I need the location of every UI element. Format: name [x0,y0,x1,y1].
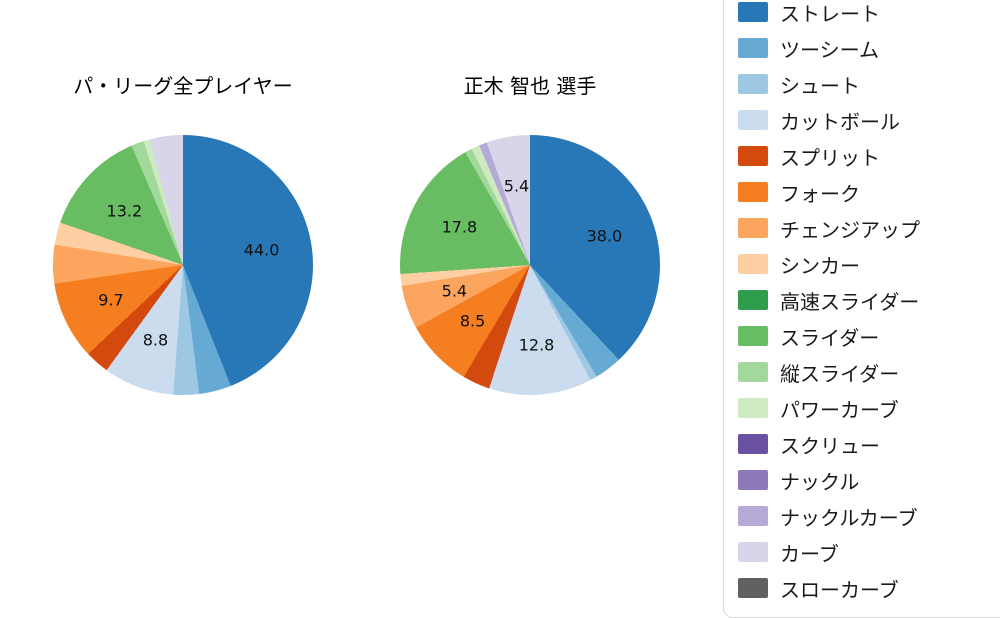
legend-label: ナックル [780,469,860,494]
legend-label: 高速スライダー [780,289,920,314]
legend-item: カーブ [738,542,1000,566]
legend-swatch [738,542,768,562]
legend-swatch [738,290,768,310]
legend-swatch [738,506,768,526]
legend-label: シュート [780,73,860,98]
legend-item: 縦スライダー [738,362,1000,386]
pie-value-label: 17.8 [441,217,478,237]
legend-label: スライダー [780,325,880,350]
legend-label: パワーカーブ [780,397,899,422]
legend-item: スプリット [738,146,1000,170]
legend-item: ナックルカーブ [738,506,1000,530]
pie-value-label: 13.2 [106,201,143,221]
legend-swatch [738,38,768,58]
legend-item: フォーク [738,182,1000,206]
legend-item: ストレート [738,2,1000,26]
legend-label: ツーシーム [780,37,879,62]
pie-value-label: 9.7 [98,290,124,310]
legend-item: シュート [738,74,1000,98]
legend-label: ストレート [780,1,880,26]
legend-swatch [738,2,768,22]
legend-swatch [738,362,768,382]
pie-value-label: 8.5 [459,311,486,331]
pie-value-label: 5.4 [441,281,468,301]
legend-swatch [738,74,768,94]
legend-label: チェンジアップ [780,217,920,242]
right-chart-title: 正木 智也 選手 [463,74,597,98]
legend-label: スローカーブ [780,577,899,602]
legend-item: シンカー [738,254,1000,278]
legend-item: カットボール [738,110,1000,134]
legend-label: カットボール [780,109,900,134]
pie-value-label: 38.0 [586,226,623,246]
pie-pa-league-all-players: 44.0 8.8 9.7 13.2 [53,135,313,395]
legend-swatch [738,578,768,598]
legend-swatch [738,470,768,490]
legend-item: ツーシーム [738,38,1000,62]
pie-value-label: 12.8 [518,335,555,355]
legend-item: スライダー [738,326,1000,350]
legend-swatch [738,398,768,418]
legend-item: ナックル [738,470,1000,494]
legend-swatch [738,110,768,130]
pie-value-label: 5.4 [503,176,530,196]
legend-swatch [738,146,768,166]
pie-value-label: 44.0 [243,240,280,260]
left-chart-title: パ・リーグ全プレイヤー [73,74,293,98]
legend-label: スクリュー [780,433,880,458]
legend-swatch [738,254,768,274]
pie-player-masaki-tomoya: 38.0 12.8 8.5 5.4 17.8 5.4 [400,135,660,395]
legend-label: シンカー [780,253,860,278]
legend-swatch [738,182,768,202]
legend-item: スローカーブ [738,578,1000,602]
legend-item: パワーカーブ [738,398,1000,422]
legend-label: 縦スライダー [780,361,900,386]
legend-label: ナックルカーブ [780,505,918,530]
legend: ストレートツーシームシュートカットボール スプリットフォークチェンジアップ シンカー… [723,0,1000,618]
legend-item: チェンジアップ [738,218,1000,242]
legend-swatch [738,434,768,454]
legend-label: スプリット [780,145,880,170]
legend-swatch [738,218,768,238]
pitch-type-comparison-figure: パ・リーグ全プレイヤー 正木 智也 選手 44.0 8.8 9.7 13.2 38.0… [53,0,1000,618]
pie-value-label: 8.8 [142,330,169,350]
legend-label: フォーク [780,181,860,206]
legend-items: ストレートツーシームシュートカットボール スプリットフォークチェンジアップ シンカー… [738,2,1000,602]
legend-swatch [738,326,768,346]
legend-item: 高速スライダー [738,290,1000,314]
legend-item: スクリュー [738,434,1000,458]
legend-label: カーブ [780,541,839,566]
